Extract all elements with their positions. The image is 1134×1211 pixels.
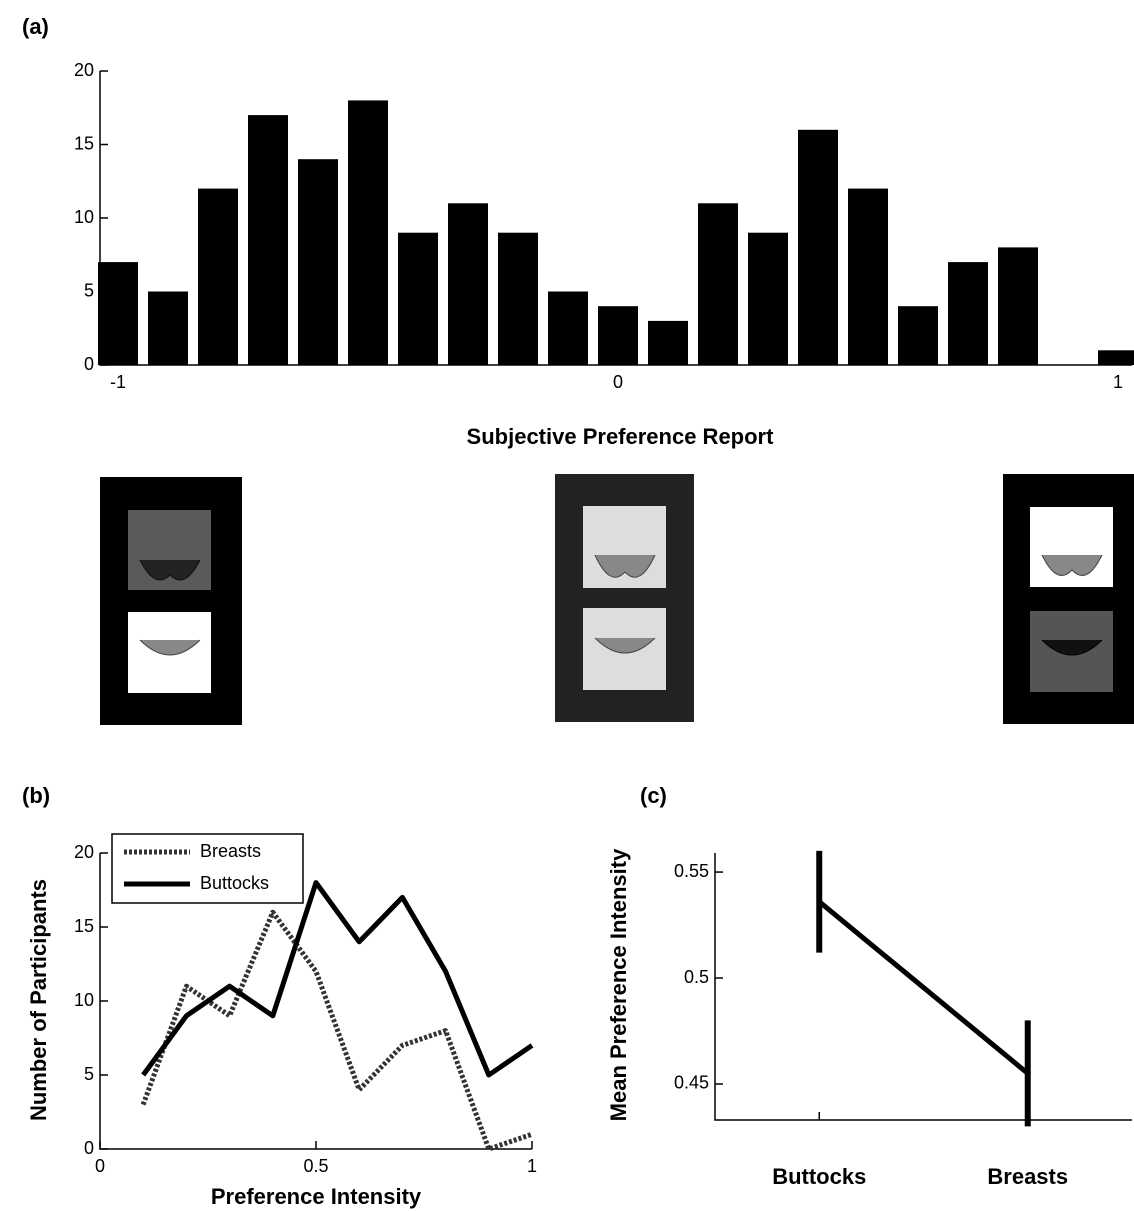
- bar: [298, 159, 338, 365]
- bar: [798, 130, 838, 365]
- bar: [648, 321, 688, 365]
- bar: [698, 203, 738, 365]
- stimulus-left: [100, 477, 242, 725]
- y-tick-label: 20: [74, 842, 94, 862]
- bar: [248, 115, 288, 365]
- bar: [198, 189, 238, 365]
- y-tick-label: 0.45: [674, 1073, 709, 1093]
- x-tick-label: -1: [110, 372, 126, 392]
- bar: [898, 306, 938, 365]
- x-axis-label: Preference Intensity: [211, 1184, 422, 1209]
- bar: [1098, 350, 1134, 365]
- x-tick-label: 1: [527, 1156, 537, 1176]
- x-tick-label: 0: [95, 1156, 105, 1176]
- y-tick-label: 0: [84, 354, 94, 374]
- x-tick-label: Buttocks: [772, 1164, 866, 1189]
- bar: [598, 306, 638, 365]
- y-tick-label: 5: [84, 280, 94, 300]
- y-tick-label: 0.5: [684, 967, 709, 987]
- bar: [748, 233, 788, 365]
- y-axis-label: Number of Participants: [26, 879, 51, 1121]
- y-tick-label: 20: [74, 60, 94, 80]
- line: [819, 902, 1028, 1074]
- bar: [448, 203, 488, 365]
- panel-label: (a): [22, 14, 49, 39]
- bar: [398, 233, 438, 365]
- bar: [998, 247, 1038, 365]
- y-tick-label: 15: [74, 133, 94, 153]
- y-tick-label: 0.55: [674, 861, 709, 881]
- legend-label: Buttocks: [200, 873, 269, 893]
- stimulus-right: [1003, 474, 1134, 724]
- y-tick-label: 5: [84, 1064, 94, 1084]
- y-tick-label: 10: [74, 990, 94, 1010]
- y-axis-label: Mean Preference Intensity: [606, 848, 631, 1121]
- panel-label: (b): [22, 783, 50, 808]
- x-tick-label: 0.5: [303, 1156, 328, 1176]
- x-tick-label: 0: [613, 372, 623, 392]
- bar: [848, 189, 888, 365]
- bar: [348, 100, 388, 365]
- bar: [548, 292, 588, 366]
- x-tick-label: Breasts: [987, 1164, 1068, 1189]
- bar: [498, 233, 538, 365]
- figure: (a) Subjective Preference Report (b) Pre…: [0, 0, 1134, 1211]
- y-tick-label: 15: [74, 916, 94, 936]
- bar: [98, 262, 138, 365]
- stimulus-middle: [555, 474, 694, 722]
- legend-label: Breasts: [200, 841, 261, 861]
- line: [143, 883, 532, 1075]
- panel-label: (c): [640, 783, 667, 808]
- bar: [948, 262, 988, 365]
- x-tick-label: 1: [1113, 372, 1123, 392]
- x-axis-label: Subjective Preference Report: [467, 424, 775, 449]
- y-tick-label: 10: [74, 207, 94, 227]
- line: [143, 912, 532, 1149]
- y-tick-label: 0: [84, 1138, 94, 1158]
- bar: [148, 292, 188, 366]
